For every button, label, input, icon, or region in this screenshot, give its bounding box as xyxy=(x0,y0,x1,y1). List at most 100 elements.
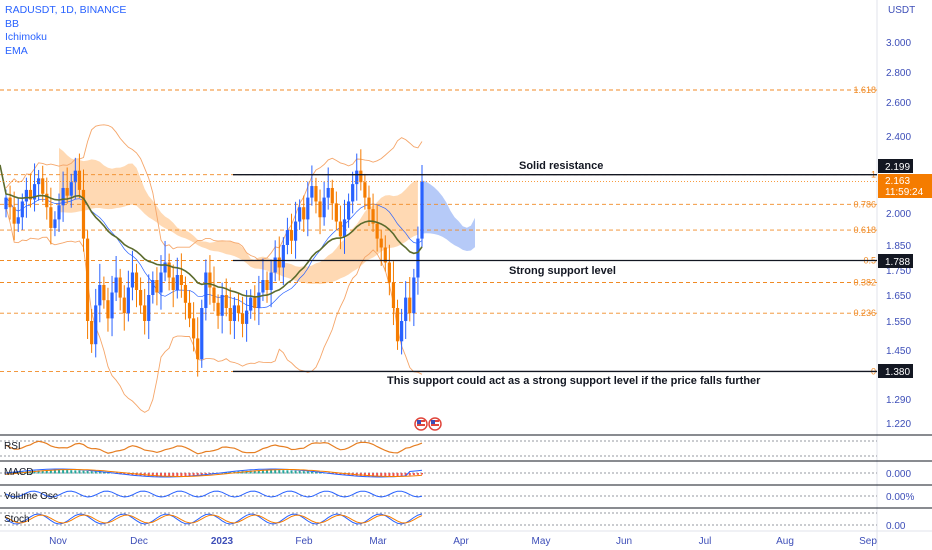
candle xyxy=(306,181,310,237)
time-axis[interactable]: Nov Dec 2023 Feb Mar Apr May Jun Jul Aug Sep xyxy=(49,536,877,547)
macd-histogram-bar xyxy=(159,473,162,477)
macd-histogram-bar xyxy=(367,473,370,477)
time-tick-label: Nov xyxy=(49,536,67,547)
candle xyxy=(261,258,265,302)
candle xyxy=(90,308,94,353)
candle xyxy=(289,213,294,255)
macd-histogram-bar xyxy=(335,473,338,475)
macd-histogram-bar xyxy=(306,471,309,474)
macd-histogram-bar xyxy=(53,470,56,474)
candle xyxy=(118,268,122,311)
candle xyxy=(322,181,326,226)
candle xyxy=(216,294,220,329)
price-tick-label: 2.000 xyxy=(886,209,911,220)
candle xyxy=(143,288,147,335)
indicator-bb[interactable]: BB xyxy=(5,17,20,30)
macd-histogram-bar xyxy=(192,473,195,476)
macd-histogram-bar xyxy=(343,473,346,476)
candle xyxy=(245,290,249,342)
volume-osc-pane[interactable]: Volume Osc 0.00% xyxy=(0,490,914,503)
ichimoku-cloud xyxy=(59,147,475,285)
svg-text:2.163: 2.163 xyxy=(885,176,910,187)
bb-lower xyxy=(5,207,423,413)
candle xyxy=(330,179,334,220)
annotation-support: Strong support level xyxy=(509,265,616,277)
macd-histogram-bar xyxy=(188,473,191,476)
candle xyxy=(147,274,151,339)
candle xyxy=(32,163,37,212)
us-event-icon[interactable] xyxy=(414,417,428,431)
candle xyxy=(351,171,355,214)
macd-histogram-bar xyxy=(62,470,65,474)
candle xyxy=(212,266,216,312)
candle xyxy=(371,193,375,232)
current-price-tag: 2.163 11:59:24 xyxy=(878,174,932,198)
fib-level-label: 1.618 xyxy=(853,85,876,95)
macd-histogram-bar xyxy=(147,473,150,477)
macd-histogram-bar xyxy=(314,472,317,474)
candle xyxy=(12,191,16,241)
macd-histogram-bar xyxy=(82,470,85,474)
macd-histogram-bar xyxy=(274,470,277,474)
candle xyxy=(232,297,236,339)
resistance-price-tag: 2.199 xyxy=(878,159,913,173)
macd-histogram-bar xyxy=(123,473,126,475)
macd-histogram-bar xyxy=(319,472,322,474)
candle xyxy=(138,277,143,314)
macd-histogram-bar xyxy=(290,470,293,474)
macd-histogram-bar xyxy=(155,473,158,477)
candle xyxy=(412,268,416,327)
price-tick-label: 1.750 xyxy=(886,266,911,277)
fib-level-label: 0.382 xyxy=(853,278,876,288)
us-event-icon[interactable] xyxy=(428,417,442,431)
macd-histogram-bar xyxy=(78,470,81,474)
indicator-ema[interactable]: EMA xyxy=(5,44,28,57)
fib-level-label: 0.236 xyxy=(853,308,876,318)
candle xyxy=(134,263,139,308)
price-tick-label: 1.220 xyxy=(886,419,911,430)
candle xyxy=(363,173,367,210)
stoch-pane[interactable]: Stoch 0.00 xyxy=(0,512,906,532)
price-axis[interactable]: USDT 3.000 2.800 2.600 2.400 2.000 1.850 1.750… xyxy=(886,5,915,430)
candle xyxy=(171,264,175,308)
candlestick-series xyxy=(4,149,424,377)
macd-histogram-bar xyxy=(416,473,419,475)
macd-histogram-bar xyxy=(261,470,264,474)
candle xyxy=(102,276,106,309)
volume-osc-label: Volume Osc xyxy=(4,491,58,502)
candle xyxy=(61,171,65,222)
candle xyxy=(16,197,20,232)
macd-histogram-bar xyxy=(396,473,399,477)
price-tick-label: 1.550 xyxy=(886,317,911,328)
candle xyxy=(314,177,318,214)
macd-histogram-bar xyxy=(70,470,73,474)
price-tick-label: 1.850 xyxy=(886,241,911,252)
time-tick-label: Mar xyxy=(369,536,387,547)
macd-histogram-bar xyxy=(412,473,415,476)
volume-osc-value: 0.00% xyxy=(886,492,914,503)
candle xyxy=(277,236,281,281)
candle xyxy=(404,281,408,339)
indicator-ichimoku[interactable]: Ichimoku xyxy=(5,31,48,43)
macd-histogram-bar xyxy=(66,470,69,474)
time-tick-label: May xyxy=(532,536,551,547)
horizontal-levels xyxy=(0,174,877,373)
candle xyxy=(408,277,412,322)
macd-pane[interactable]: MACD 0.000 xyxy=(0,467,911,480)
candle xyxy=(151,271,155,304)
macd-histogram-bar xyxy=(127,473,130,475)
macd-histogram-bar xyxy=(151,473,154,477)
rsi-pane[interactable]: RSI xyxy=(0,440,877,457)
macd-histogram-bar xyxy=(58,470,61,474)
macd-histogram-bar xyxy=(41,470,44,474)
candle xyxy=(265,271,269,303)
macd-histogram-bar xyxy=(90,471,93,474)
macd-histogram-bar xyxy=(266,470,269,474)
indicator-panes: RSI MACD 0.000 Volume Osc 0.00% Stoch 0.… xyxy=(0,434,932,532)
candle xyxy=(155,267,159,306)
time-tick-label: Jul xyxy=(699,536,712,547)
macd-histogram-bar xyxy=(400,473,403,476)
macd-histogram-bar xyxy=(294,470,297,474)
ema-curve xyxy=(0,164,423,298)
